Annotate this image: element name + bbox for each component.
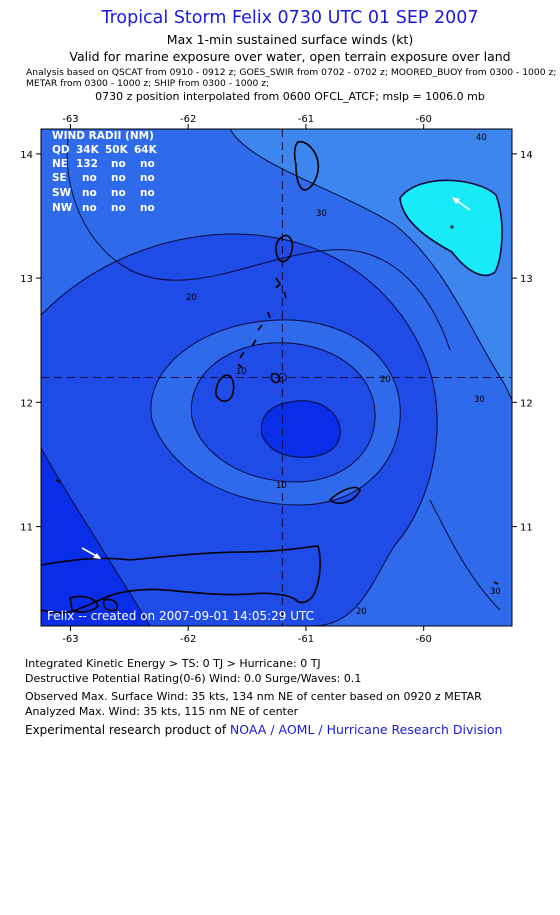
coastlines: [41, 140, 499, 614]
contour-label: 30: [474, 395, 485, 405]
wind-radii-cell: no: [140, 158, 155, 170]
wind-radii-cell: SE: [52, 172, 67, 184]
wind-radii-table: WIND RADII (NM) QD 34K 50K 64K NE 132 no…: [52, 130, 158, 214]
wind-radii-cell: no: [111, 158, 126, 170]
chart-subtitle-exposure: Valid for marine exposure over water, op…: [69, 49, 511, 64]
x-tick-label-top: -63: [62, 114, 78, 125]
wind-radii-cell: no: [111, 202, 126, 214]
contour-label: 20: [186, 293, 197, 303]
contour-label: 20: [380, 375, 391, 385]
wind-radii-cell: no: [140, 187, 155, 199]
wind-radii-header: 34K: [76, 144, 100, 156]
wind-radii-cell: no: [82, 187, 97, 199]
contour-label: 20: [356, 607, 367, 617]
axis-tick-labels: -63 -63 -62 -62 -61 -61 -60 -60 11 11 12 12 13 13 14 14: [20, 114, 532, 645]
wind-analysis-map: 20 10 30 40 20 30 10 20 30 WIND RADII (N…: [20, 114, 532, 645]
y-tick-label-right: 14: [520, 150, 533, 161]
axis-ticks: [36, 124, 517, 631]
wind-barb-arrowhead: [93, 553, 101, 559]
product-credit: Experimental research product of NOAA / …: [25, 722, 502, 737]
ike-line: Integrated Kinetic Energy > TS: 0 TJ > H…: [25, 657, 321, 670]
wind-radii-header: 64K: [134, 144, 158, 156]
dpr-line: Destructive Potential Rating(0-6) Wind: …: [25, 672, 362, 685]
plot-frame: [40, 128, 513, 627]
chart-credit: Felix -- created on 2007-09-01 14:05:29 …: [47, 609, 314, 623]
y-tick-label-right: 11: [520, 523, 533, 534]
x-tick-label-bottom: -63: [62, 634, 78, 645]
wind-radii-cell: no: [111, 172, 126, 184]
wind-radii-cell: no: [111, 187, 126, 199]
wind-radii-cell: no: [140, 172, 155, 184]
center-crosshair: [41, 129, 512, 626]
wind-barb-arrowhead: [452, 197, 460, 204]
y-tick-label-left: 12: [20, 398, 33, 409]
analysis-sources-line-2: METAR from 0300 - 1000 z; SHIP from 0300…: [26, 78, 270, 89]
contour-labels: 20 10 30 40 20 30 10 20 30: [186, 133, 501, 617]
analysis-sources-line-1: Analysis based on QSCAT from 0910 - 0912…: [26, 67, 557, 78]
chart-title: Tropical Storm Felix 0730 UTC 01 SEP 200…: [101, 8, 479, 28]
analyzed-max-line: Analyzed Max. Wind: 35 kts, 115 nm NE of…: [25, 705, 299, 718]
x-tick-label-top: -60: [416, 114, 432, 125]
x-tick-label-bottom: -60: [416, 634, 432, 645]
x-tick-label-bottom: -61: [298, 634, 314, 645]
observed-max-line: Observed Max. Surface Wind: 35 kts, 134 …: [25, 690, 482, 703]
wind-core: [261, 400, 341, 458]
y-tick-label-left: 11: [20, 523, 33, 534]
contour-label: 30: [316, 209, 327, 219]
wind-radii-cell: no: [82, 172, 97, 184]
wind-radii-cell: NW: [52, 202, 73, 214]
wind-band-40-plus: [400, 180, 503, 276]
contour-label: 10: [236, 367, 247, 377]
wind-band-southwest: [41, 448, 150, 626]
wind-radii-cell: no: [82, 202, 97, 214]
contour-lines: [41, 129, 512, 626]
y-tick-label-left: 14: [20, 150, 33, 161]
y-tick-label-right: 13: [520, 274, 533, 285]
map-field: 20 10 30 40 20 30 10 20 30 WIND RADII (N…: [41, 129, 512, 626]
x-tick-label-top: -61: [298, 114, 314, 125]
contour-label: 10: [276, 481, 287, 491]
position-note: 0730 z position interpolated from 0600 O…: [95, 90, 485, 103]
wind-radii-cell: 132: [76, 158, 98, 170]
x-tick-label-bottom: -62: [180, 634, 196, 645]
observation-marks: [450, 225, 454, 229]
storm-center-marker: [277, 373, 287, 382]
x-tick-label-top: -62: [180, 114, 196, 125]
wind-radii-cell: SW: [52, 187, 72, 199]
hrd-link[interactable]: NOAA / AOML / Hurricane Research Divisio…: [229, 722, 503, 737]
chart-subtitle-variable: Max 1-min sustained surface winds (kt): [166, 32, 414, 47]
wind-radii-header: QD: [52, 144, 70, 156]
product-credit-prefix: Experimental research product of: [25, 723, 230, 737]
wind-radii-header: 50K: [105, 144, 129, 156]
wind-radii-cell: NE: [52, 158, 68, 170]
wind-radii-title: WIND RADII (NM): [52, 130, 154, 142]
contour-label: 40: [476, 133, 487, 143]
y-tick-label-left: 13: [20, 274, 33, 285]
y-tick-label-right: 12: [520, 398, 533, 409]
wind-radii-cell: no: [140, 202, 155, 214]
contour-label: 30: [490, 587, 501, 597]
